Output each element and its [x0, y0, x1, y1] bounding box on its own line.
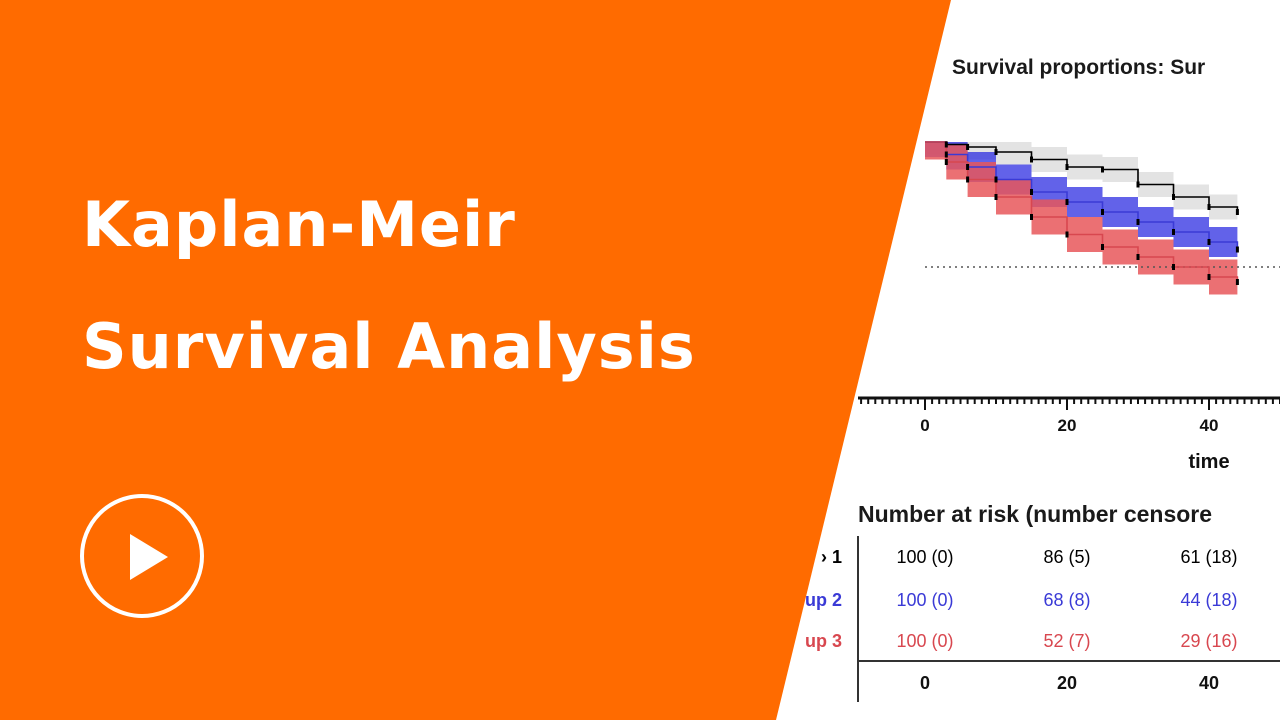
censor-mark — [1172, 264, 1175, 270]
censor-mark — [1030, 214, 1033, 220]
confidence-band-2 — [925, 142, 1238, 265]
risk-table-title: Number at risk (number censore — [858, 501, 1212, 527]
censor-mark — [1030, 189, 1033, 195]
censor-mark — [966, 144, 970, 150]
page-title-line-1: Kaplan-Meir — [82, 188, 516, 261]
censor-mark — [944, 141, 948, 148]
risk-row-label: up 2 — [805, 590, 842, 610]
censor-mark — [1101, 166, 1104, 173]
censor-mark — [966, 176, 970, 183]
censor-mark — [1101, 244, 1104, 250]
censor-mark — [1136, 219, 1140, 225]
censor-mark — [1136, 254, 1140, 260]
play-icon — [130, 534, 168, 580]
censor-mark — [1207, 204, 1211, 210]
risk-cell: 29 (16) — [1180, 631, 1237, 651]
x-axis-label: time — [1188, 451, 1229, 473]
censor-mark — [1172, 229, 1175, 235]
risk-cell: 100 (0) — [896, 547, 953, 567]
censor-mark — [1101, 209, 1104, 215]
chart-title: Survival proportions: Sur — [952, 56, 1205, 79]
x-tick-label: 20 — [1058, 416, 1077, 435]
censor-mark — [1065, 231, 1069, 238]
risk-footer-tick: 40 — [1199, 673, 1219, 693]
censor-mark — [944, 159, 948, 165]
risk-cell: 100 (0) — [896, 631, 953, 651]
x-tick-label: 0 — [920, 416, 929, 435]
x-tick-label: 40 — [1200, 416, 1219, 435]
confidence-band-1 — [925, 142, 1238, 225]
risk-row-label: up 3 — [805, 631, 842, 651]
censor-mark — [966, 164, 970, 170]
censor-mark — [1207, 274, 1211, 280]
risk-cell: 86 (5) — [1043, 547, 1090, 567]
censor-mark — [994, 176, 998, 183]
play-button[interactable] — [80, 494, 204, 618]
risk-cell: 44 (18) — [1180, 590, 1237, 610]
risk-cell: 61 (18) — [1180, 547, 1237, 567]
risk-cell: 100 (0) — [896, 590, 953, 610]
censor-mark — [994, 149, 998, 155]
risk-cell: 52 (7) — [1043, 631, 1090, 651]
censor-mark — [1065, 199, 1069, 205]
risk-footer-tick: 20 — [1057, 673, 1077, 693]
censor-mark — [1235, 246, 1239, 253]
risk-footer-tick: 0 — [920, 673, 930, 693]
censor-mark — [1235, 209, 1239, 215]
censor-mark — [1235, 279, 1239, 285]
censor-mark — [1136, 181, 1140, 188]
censor-mark — [944, 151, 948, 158]
censor-mark — [1207, 239, 1211, 245]
page-title-line-2: Survival Analysis — [82, 310, 696, 383]
risk-row-label: › 1 — [821, 547, 842, 567]
censor-mark — [1172, 194, 1175, 200]
confidence-band-3 — [925, 142, 1238, 300]
censor-mark — [994, 194, 998, 200]
censor-mark — [1065, 164, 1069, 170]
risk-cell: 68 (8) — [1043, 590, 1090, 610]
censor-mark — [1030, 156, 1033, 163]
